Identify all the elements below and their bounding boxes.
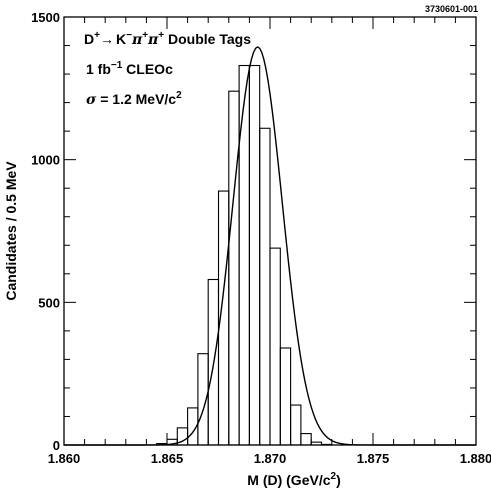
x-tick-label-1880: 1.880 [460,451,491,466]
gaussian-fit-curve [64,46,476,446]
resolution-symbol: σ [86,92,97,108]
histogram-bin [279,347,292,446]
y-tick-labels: 0 500 1000 1500 [31,10,60,453]
histogram-bin [248,64,261,446]
lumi-suffix: CLEOc [122,61,173,77]
histogram-bins [156,64,333,446]
decay-pion-1: π [131,32,143,48]
decay-kaon: K [116,31,126,47]
decay-suffix: Double Tags [164,31,251,47]
decay-parent-charge: + [94,30,100,41]
lumi-prefix: 1 fb [86,61,111,77]
histogram-bin [290,404,302,446]
x-tick-label-1860: 1.860 [48,451,81,466]
histogram-bin [320,443,333,446]
x-axis-label-close: ) [336,472,341,488]
y-tick-label-0: 0 [53,438,60,453]
decay-kaon-charge: − [126,30,132,41]
annotation-resolution: σ = 1.2 MeV/c2 [86,90,182,108]
y-tick-label-1000: 1000 [31,153,60,168]
x-axis-label-exponent: 2 [331,471,337,482]
decay-pion-1-charge: + [142,30,148,41]
annotation-decay: D+→ K−π+π+ Double Tags [84,30,251,48]
x-axis-label: M (D) (GeV/c2) [247,471,340,488]
histogram-bin [300,433,312,446]
decay-arrow: → [100,31,114,47]
histogram-bin [259,127,271,446]
annotation-luminosity: 1 fb−1 CLEOc [86,60,173,77]
y-axis-label: Candidates / 0.5 MeV [3,161,19,301]
decay-parent: D [84,31,94,47]
resolution-text: = 1.2 MeV/c [96,91,176,107]
y-tick-label-500: 500 [38,295,60,310]
x-tick-label-1870: 1.870 [254,451,287,466]
decay-pion-2: π [147,32,159,48]
histogram-bin [238,64,250,446]
x-tick-label-1875: 1.875 [357,451,390,466]
lumi-exponent: −1 [111,60,123,71]
decay-pion-2-charge: + [158,30,164,41]
figure-id-label: 3730601-001 [425,4,478,14]
x-axis-label-text: M (D) (GeV/c [247,472,330,488]
histogram-bin [269,247,281,446]
histogram-bin [310,441,323,446]
resolution-exponent: 2 [176,90,182,101]
x-tick-label-1865: 1.865 [151,451,184,466]
y-tick-label-1500: 1500 [31,10,60,25]
y-axis-ticks [64,16,476,446]
histogram-bin [228,90,240,446]
x-tick-labels: 1.860 1.865 1.870 1.875 1.880 [48,451,491,466]
